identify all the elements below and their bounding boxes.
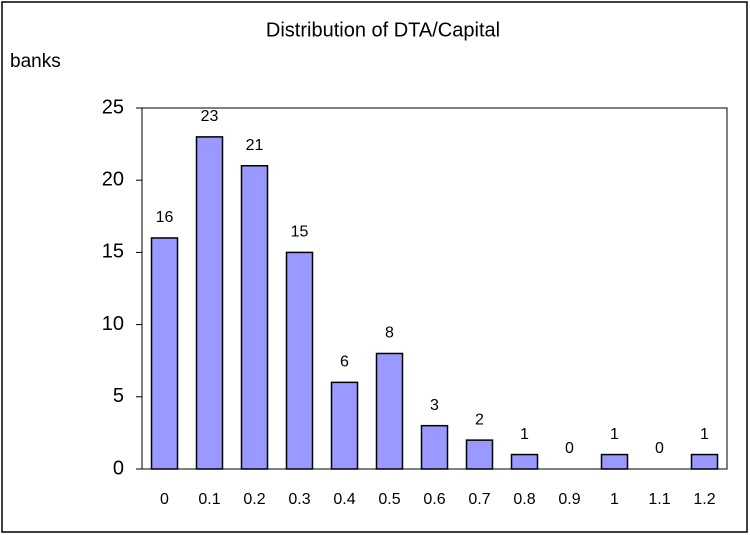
data-label: 1	[700, 426, 709, 443]
x-tick-label: 0.5	[378, 491, 400, 508]
y-tick-label: 10	[102, 313, 124, 335]
x-tick-label: 0.6	[423, 491, 445, 508]
bar	[330, 381, 359, 470]
bar	[465, 439, 494, 470]
data-label: 6	[340, 354, 349, 371]
data-label: 0	[565, 440, 574, 457]
bar	[690, 453, 719, 470]
y-tick-label: 20	[102, 168, 124, 190]
y-tick-label: 5	[113, 385, 124, 407]
data-label: 23	[201, 108, 219, 125]
x-tick-label: 0.8	[513, 491, 535, 508]
x-tick-label: 0.4	[333, 491, 355, 508]
bar	[195, 136, 224, 470]
x-tick-label: 0.9	[558, 491, 580, 508]
bar	[600, 453, 629, 470]
bar	[375, 352, 404, 470]
x-tick-label: 1.2	[693, 491, 715, 508]
x-tick-label: 0.3	[288, 491, 310, 508]
data-label: 2	[475, 411, 484, 428]
x-tick-label: 1.1	[648, 491, 670, 508]
data-label: 1	[520, 426, 529, 443]
y-axis-label: banks	[10, 51, 61, 72]
data-label: 0	[655, 440, 664, 457]
chart-title: Distribution of DTA/Capital	[266, 19, 500, 41]
bar	[510, 453, 539, 470]
y-tick-label: 15	[102, 241, 124, 263]
bar	[240, 165, 269, 470]
data-label: 3	[430, 397, 439, 414]
data-label: 15	[291, 224, 309, 241]
data-label: 1	[610, 426, 619, 443]
bar	[150, 237, 179, 470]
y-tick-label: 0	[113, 457, 124, 479]
data-label: 21	[246, 137, 264, 154]
x-tick-label: 0.2	[243, 491, 265, 508]
bar	[420, 424, 449, 470]
x-tick-label: 0.7	[468, 491, 490, 508]
bar	[285, 251, 314, 470]
x-tick-label: 1	[610, 491, 619, 508]
data-label: 8	[385, 325, 394, 342]
data-label: 16	[156, 209, 174, 226]
y-tick-label: 25	[102, 96, 124, 118]
x-tick-label: 0	[160, 491, 169, 508]
x-tick-label: 0.1	[198, 491, 220, 508]
